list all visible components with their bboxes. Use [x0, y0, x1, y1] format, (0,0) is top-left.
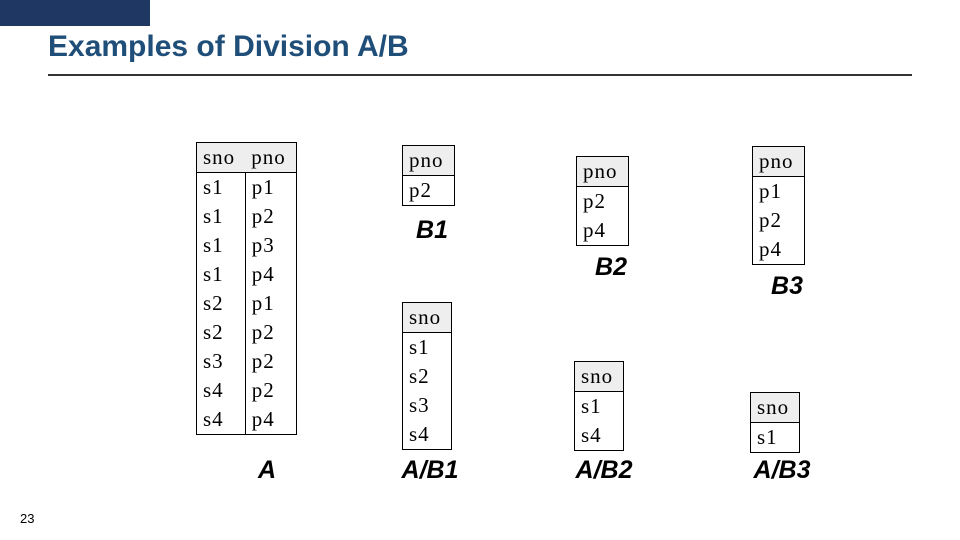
- table-row: s1p2: [197, 202, 297, 231]
- table-cell: s1: [751, 423, 800, 453]
- relation-label-ab2: A/B2: [564, 456, 644, 485]
- table-cell: p4: [577, 216, 629, 246]
- table-cell: p1: [753, 177, 805, 207]
- table-row: p4: [753, 235, 805, 265]
- table-cell: s1: [403, 333, 452, 363]
- table-cell: s2: [197, 318, 246, 347]
- slide-accent-bar: [0, 0, 150, 26]
- table-cell: p2: [245, 376, 296, 405]
- table-cell: s2: [403, 362, 452, 391]
- table-row: s2: [403, 362, 452, 391]
- table-cell: p4: [753, 235, 805, 265]
- relation-label-ab1: A/B1: [390, 456, 470, 485]
- table-row: s1: [575, 392, 624, 422]
- table-cell: s2: [197, 289, 246, 318]
- column-header: pno: [753, 147, 805, 177]
- table-cell: s1: [197, 231, 246, 260]
- table-row: s2p1: [197, 289, 297, 318]
- table-row: s4p2: [197, 376, 297, 405]
- table-row: s1: [751, 423, 800, 453]
- table-cell: s4: [197, 376, 246, 405]
- column-header: sno: [403, 303, 452, 333]
- table-row: s2p2: [197, 318, 297, 347]
- table-cell: p4: [245, 260, 296, 289]
- table-cell: p2: [753, 206, 805, 235]
- table-row: p4: [577, 216, 629, 246]
- slide-title: Examples of Division A/B: [48, 30, 409, 64]
- table-row: p1: [753, 177, 805, 207]
- title-underline: [48, 74, 912, 76]
- table-row: s4: [575, 421, 624, 451]
- relation-table-a: snopnos1p1s1p2s1p3s1p4s2p1s2p2s3p2s4p2s4…: [196, 142, 297, 435]
- table-cell: p2: [245, 202, 296, 231]
- relation-label-a: A: [252, 456, 282, 485]
- table-cell: s3: [403, 391, 452, 420]
- relation-table-b3: pnop1p2p4: [752, 146, 805, 265]
- table-cell: s4: [575, 421, 624, 451]
- table-cell: s3: [197, 347, 246, 376]
- relation-label-ab3: A/B3: [742, 456, 822, 485]
- table-row: p2: [577, 187, 629, 217]
- column-header: sno: [575, 362, 624, 392]
- table-cell: s4: [403, 420, 452, 450]
- table-row: s4p4: [197, 405, 297, 435]
- table-cell: s4: [197, 405, 246, 435]
- table-row: s1p1: [197, 173, 297, 203]
- relation-table-b2: pnop2p4: [576, 156, 629, 246]
- table-cell: s1: [575, 392, 624, 422]
- column-header: sno: [197, 143, 246, 173]
- table-cell: s1: [197, 173, 246, 203]
- page-number: 23: [20, 511, 34, 526]
- relation-table-ab2: snos1s4: [574, 361, 624, 451]
- table-row: s4: [403, 420, 452, 450]
- table-row: s1: [403, 333, 452, 363]
- relation-table-ab3: snos1: [750, 392, 800, 453]
- column-header: sno: [751, 393, 800, 423]
- relation-label-b2: B2: [586, 253, 636, 282]
- table-cell: p4: [245, 405, 296, 435]
- table-row: s3: [403, 391, 452, 420]
- table-cell: p2: [245, 318, 296, 347]
- table-cell: s1: [197, 260, 246, 289]
- table-row: s3p2: [197, 347, 297, 376]
- relation-label-b1: B1: [402, 216, 462, 245]
- table-cell: p1: [245, 173, 296, 203]
- column-header: pno: [577, 157, 629, 187]
- table-cell: p2: [577, 187, 629, 217]
- table-row: p2: [403, 176, 455, 206]
- table-row: s1p4: [197, 260, 297, 289]
- table-cell: p3: [245, 231, 296, 260]
- table-row: p2: [753, 206, 805, 235]
- relation-label-b3: B3: [762, 272, 812, 301]
- relation-table-ab1: snos1s2s3s4: [402, 302, 452, 450]
- table-cell: s1: [197, 202, 246, 231]
- column-header: pno: [403, 146, 455, 176]
- table-cell: p2: [245, 347, 296, 376]
- column-header: pno: [245, 143, 296, 173]
- table-cell: p2: [403, 176, 455, 206]
- table-row: s1p3: [197, 231, 297, 260]
- table-cell: p1: [245, 289, 296, 318]
- relation-table-b1: pnop2: [402, 145, 455, 206]
